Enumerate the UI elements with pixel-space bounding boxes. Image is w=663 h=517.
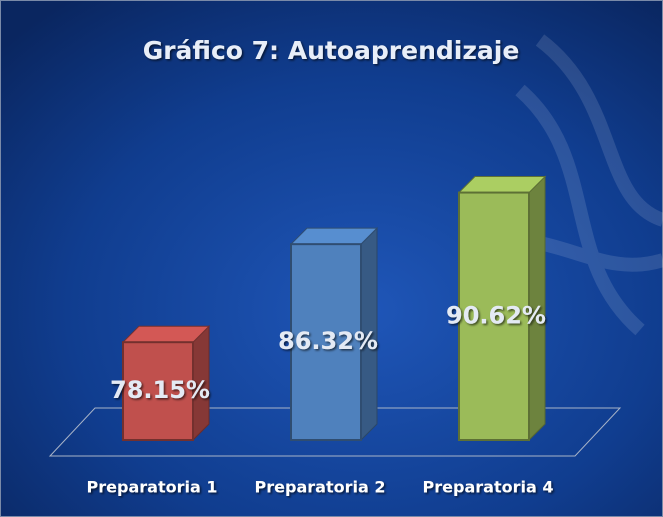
bar bbox=[290, 243, 362, 441]
bar bbox=[122, 341, 194, 442]
chart-title: Gráfico 7: Autoaprendizaje bbox=[143, 36, 520, 65]
bar-top bbox=[121, 325, 211, 343]
bar-top bbox=[457, 176, 547, 194]
data-label: 78.15% bbox=[110, 376, 210, 404]
bar bbox=[458, 191, 530, 441]
x-tick-label: Preparatoria 4 bbox=[423, 478, 554, 497]
bar-top bbox=[289, 227, 379, 245]
x-tick-label: Preparatoria 1 bbox=[87, 478, 218, 497]
x-tick-label: Preparatoria 2 bbox=[255, 478, 386, 497]
data-label: 90.62% bbox=[446, 301, 546, 329]
data-label: 86.32% bbox=[278, 327, 378, 355]
floor bbox=[48, 407, 622, 457]
